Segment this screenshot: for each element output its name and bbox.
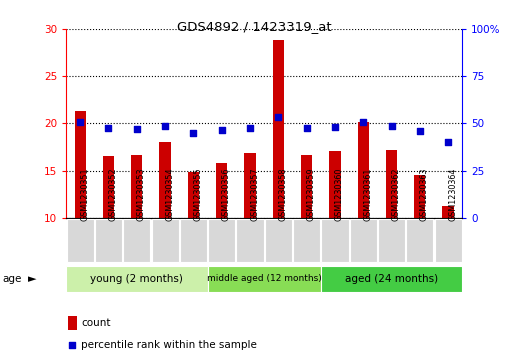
Bar bbox=[406, 219, 433, 262]
Text: GSM1230355: GSM1230355 bbox=[194, 168, 202, 221]
Bar bbox=[301, 155, 312, 218]
Point bbox=[68, 342, 76, 348]
Bar bbox=[188, 172, 199, 218]
Bar bbox=[68, 316, 77, 330]
Point bbox=[388, 123, 396, 129]
Bar bbox=[329, 151, 340, 218]
Point bbox=[189, 130, 198, 136]
Text: GSM1230351: GSM1230351 bbox=[80, 168, 89, 221]
Bar bbox=[95, 219, 122, 262]
Bar bbox=[358, 122, 369, 218]
Bar bbox=[386, 150, 397, 218]
Text: GSM1230356: GSM1230356 bbox=[221, 168, 231, 221]
Bar bbox=[67, 219, 94, 262]
Point bbox=[416, 128, 424, 134]
Text: middle aged (12 months): middle aged (12 months) bbox=[207, 274, 322, 283]
Text: ►: ► bbox=[28, 274, 37, 284]
Point bbox=[161, 123, 169, 129]
Text: GSM1230360: GSM1230360 bbox=[335, 168, 344, 221]
Point bbox=[303, 125, 311, 131]
Bar bbox=[442, 207, 454, 218]
Bar bbox=[216, 163, 228, 218]
Text: GSM1230352: GSM1230352 bbox=[109, 168, 117, 221]
Bar bbox=[414, 175, 426, 218]
Bar bbox=[350, 219, 377, 262]
Bar bbox=[75, 111, 86, 218]
Bar bbox=[208, 219, 235, 262]
Text: GSM1230354: GSM1230354 bbox=[165, 168, 174, 221]
Bar bbox=[66, 266, 208, 292]
Text: GSM1230363: GSM1230363 bbox=[420, 168, 429, 221]
Bar bbox=[160, 142, 171, 218]
Bar bbox=[180, 219, 207, 262]
Text: GSM1230353: GSM1230353 bbox=[137, 168, 146, 221]
Bar bbox=[123, 219, 150, 262]
Text: count: count bbox=[81, 318, 111, 328]
Point bbox=[274, 114, 282, 120]
Bar bbox=[244, 153, 256, 218]
Text: age: age bbox=[3, 274, 22, 284]
Point bbox=[331, 124, 339, 130]
Bar bbox=[322, 219, 348, 262]
Bar bbox=[103, 156, 114, 218]
Text: GSM1230359: GSM1230359 bbox=[307, 168, 315, 221]
Bar bbox=[273, 40, 284, 218]
Point bbox=[217, 127, 226, 133]
Bar bbox=[321, 266, 462, 292]
Text: aged (24 months): aged (24 months) bbox=[345, 274, 438, 284]
Bar bbox=[434, 219, 462, 262]
Text: GDS4892 / 1423319_at: GDS4892 / 1423319_at bbox=[177, 20, 331, 33]
Bar bbox=[236, 219, 264, 262]
Point bbox=[444, 139, 452, 145]
Bar bbox=[265, 219, 292, 262]
Point bbox=[76, 119, 84, 125]
Text: GSM1230361: GSM1230361 bbox=[363, 168, 372, 221]
Point bbox=[246, 125, 254, 131]
Text: GSM1230362: GSM1230362 bbox=[392, 168, 400, 221]
Text: young (2 months): young (2 months) bbox=[90, 274, 183, 284]
Point bbox=[133, 126, 141, 132]
Bar bbox=[131, 155, 142, 218]
Text: GSM1230364: GSM1230364 bbox=[448, 168, 457, 221]
Text: GSM1230357: GSM1230357 bbox=[250, 168, 259, 221]
Point bbox=[105, 125, 113, 131]
Point bbox=[359, 119, 367, 125]
Bar bbox=[208, 266, 321, 292]
Bar bbox=[293, 219, 320, 262]
Text: percentile rank within the sample: percentile rank within the sample bbox=[81, 340, 257, 350]
Bar bbox=[151, 219, 179, 262]
Bar bbox=[378, 219, 405, 262]
Text: GSM1230358: GSM1230358 bbox=[278, 168, 288, 221]
